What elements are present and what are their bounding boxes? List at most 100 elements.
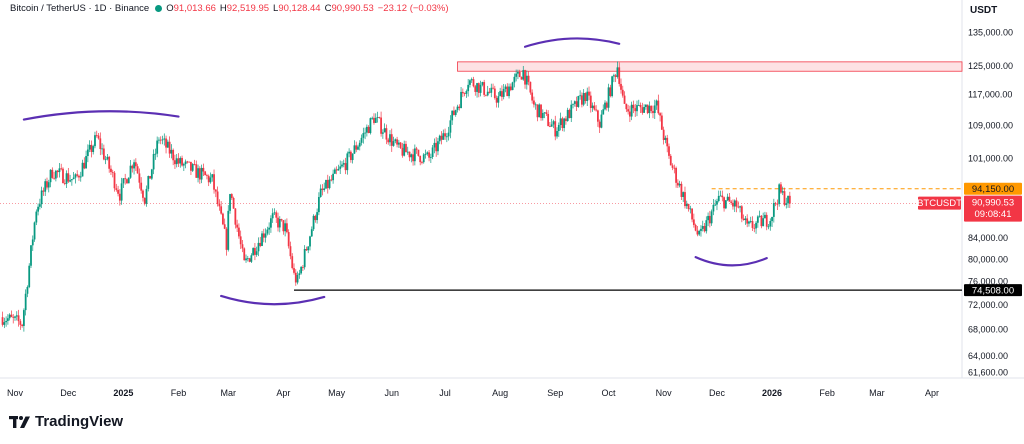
time-tick-label: Dec (60, 388, 77, 398)
candle-body (222, 213, 224, 225)
candle-body (1, 317, 4, 325)
candle-body (145, 188, 148, 204)
time-tick-label: Aug (492, 388, 508, 398)
candle-body (360, 137, 363, 143)
candle-body (321, 188, 324, 190)
candle-body (584, 93, 587, 102)
candle-body (547, 113, 550, 126)
candle-body (165, 138, 167, 148)
candle-body (259, 242, 262, 246)
time-tick-label: Dec (709, 388, 726, 398)
candle-body (397, 142, 400, 145)
candle-body (49, 169, 52, 183)
candle-body (310, 229, 313, 237)
candle-body (115, 188, 118, 190)
candle-body (120, 183, 123, 201)
candle-body (602, 109, 605, 115)
candle-body (593, 105, 596, 110)
candle-body (126, 179, 128, 184)
candle-body (588, 91, 590, 96)
candle-body (723, 197, 725, 209)
candle-body (177, 158, 180, 164)
candle-body (301, 267, 304, 268)
candle-body (668, 146, 670, 156)
candle-body (728, 196, 731, 202)
candle-body (481, 82, 484, 85)
brand-name: TradingView (35, 413, 124, 430)
candle-body (403, 143, 406, 156)
candle-body (374, 117, 377, 123)
candle-body (692, 219, 695, 225)
candle-body (435, 142, 438, 152)
candle-body (458, 106, 461, 109)
candle-body (348, 151, 351, 154)
price-tick-label: 68,000.00 (968, 325, 1008, 335)
candle-body (191, 164, 194, 171)
price-tick-label: 101,000.00 (968, 153, 1013, 163)
candle-body (138, 173, 141, 183)
candle-body (524, 70, 526, 85)
candle-body (572, 103, 574, 105)
candle-body (385, 128, 388, 140)
candle-body (424, 154, 427, 155)
candle-body (70, 179, 73, 181)
candle-body (346, 153, 349, 171)
candle-body (238, 227, 240, 237)
candle-body (568, 109, 571, 119)
candle-body (262, 233, 265, 238)
candle-body (300, 267, 303, 274)
candle-body (630, 104, 633, 117)
candle-body (396, 139, 398, 145)
last-price-tag-bg (964, 195, 1022, 222)
tradingview-logo[interactable]: TradingView (9, 413, 123, 430)
open-value: 91,013.66 (173, 3, 216, 14)
candle-body (783, 191, 786, 205)
candle-body (552, 121, 555, 125)
candle-body (778, 184, 781, 204)
candle-body (26, 286, 29, 294)
price-tick-label: 135,000.00 (968, 28, 1013, 38)
candle-body (413, 148, 416, 162)
candle-body (65, 173, 68, 184)
candle-body (648, 105, 651, 114)
candle-body (46, 181, 48, 188)
candle-body (506, 86, 509, 97)
currency-label[interactable]: USDT (970, 5, 998, 16)
candle-body (669, 155, 672, 166)
candle-body (204, 171, 207, 176)
candle-body (72, 177, 75, 180)
candle-body (268, 227, 271, 230)
price-tick-label: 125,000.00 (968, 61, 1013, 71)
candle-body (282, 220, 285, 232)
candle-body (186, 161, 189, 163)
candle-body (643, 106, 646, 113)
candle-body (618, 67, 621, 84)
candle-body (134, 162, 137, 167)
candle-body (152, 154, 155, 170)
candle-body (303, 249, 306, 268)
candle-body (756, 216, 759, 223)
candle-body (81, 162, 84, 177)
candle-body (206, 175, 208, 176)
candle-body (129, 165, 132, 178)
candle-body (289, 246, 292, 257)
candle-body (158, 139, 160, 141)
candle-body (785, 203, 788, 205)
candle-body (211, 174, 214, 178)
candle-body (371, 117, 374, 119)
candle-body (35, 211, 38, 223)
candle-body (294, 272, 297, 283)
candle-body (127, 177, 130, 184)
candle-body (554, 121, 557, 137)
candle-body (326, 179, 329, 189)
candle-body (678, 183, 681, 186)
candle-body (685, 203, 688, 207)
candle-body (317, 196, 320, 213)
candle-body (767, 226, 770, 228)
time-tick-label: 2026 (762, 388, 782, 398)
candle-body (477, 83, 480, 93)
candle-body (118, 193, 121, 201)
candle-body (401, 147, 404, 156)
candle-body (63, 183, 66, 184)
